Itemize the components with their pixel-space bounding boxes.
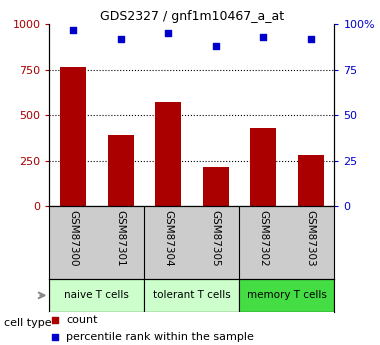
Bar <box>203 167 229 206</box>
Point <box>307 36 314 41</box>
Point <box>52 334 58 339</box>
Point <box>165 30 171 36</box>
Bar <box>60 68 86 206</box>
Bar <box>155 102 181 206</box>
Point <box>118 36 124 41</box>
Text: GSM87300: GSM87300 <box>68 210 78 266</box>
Text: naive T cells: naive T cells <box>65 290 129 300</box>
Text: GSM87302: GSM87302 <box>258 210 268 266</box>
Text: cell type: cell type <box>4 318 51 327</box>
Text: count: count <box>66 315 98 325</box>
Bar <box>49 279 144 312</box>
Text: GSM87303: GSM87303 <box>306 210 316 266</box>
Point <box>70 27 76 32</box>
Bar <box>239 279 334 312</box>
Bar <box>144 279 239 312</box>
Bar <box>250 128 276 206</box>
Text: GSM87304: GSM87304 <box>163 210 173 266</box>
Title: GDS2327 / gnf1m10467_a_at: GDS2327 / gnf1m10467_a_at <box>100 10 284 23</box>
Text: tolerant T cells: tolerant T cells <box>153 290 231 300</box>
Point <box>213 43 219 49</box>
Text: memory T cells: memory T cells <box>247 290 327 300</box>
Point <box>52 317 58 323</box>
Text: GSM87301: GSM87301 <box>116 210 126 266</box>
Bar <box>298 155 324 206</box>
Text: GSM87305: GSM87305 <box>211 210 221 266</box>
Bar <box>108 135 134 206</box>
Text: percentile rank within the sample: percentile rank within the sample <box>66 332 254 342</box>
Point <box>260 34 266 40</box>
